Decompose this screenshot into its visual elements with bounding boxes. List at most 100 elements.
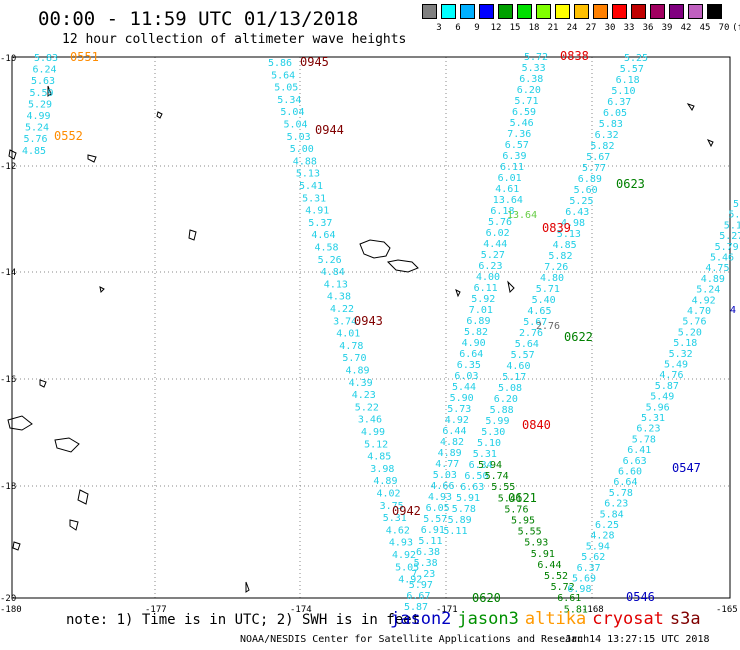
wave-height-value: 5.69 [572, 574, 596, 585]
map-title: 00:00 - 11:59 UTC 01/13/2018 [38, 8, 359, 30]
wave-height-value: 5.94 [478, 460, 502, 471]
wave-height-value: 4.58 [315, 243, 339, 254]
wave-height-value: 5.93 [524, 538, 548, 549]
y-tick-label: -14 [0, 268, 16, 278]
wave-height-value: 7.01 [469, 305, 493, 316]
wave-height-value: 5.60 [574, 185, 598, 196]
wave-height-value: 6.20 [494, 394, 518, 405]
wave-height-value: 6.64 [613, 477, 637, 488]
wave-height-value: 4.89 [438, 448, 462, 459]
wave-height-value: 5.64 [515, 339, 539, 350]
colorbar-swatch [555, 4, 570, 19]
wave-height-value: 4.92 [398, 575, 422, 586]
colorbar-label: 18 [528, 23, 540, 33]
y-tick-label: -10 [0, 54, 16, 64]
wave-height-value: 4.00 [476, 272, 500, 283]
satellite-legend: jason2 jason3 altika cryosat s3a [390, 609, 707, 629]
wave-height-value: 6.25 [595, 520, 619, 531]
wave-height-value: 5.57 [423, 514, 447, 525]
wave-height-value: 5.31 [641, 413, 665, 424]
wave-height-value: 5.05 [274, 83, 298, 94]
wave-height-value: 5.87 [655, 381, 679, 392]
wave-height-value: 6.37 [577, 563, 601, 574]
wave-height-value: 4.01 [336, 329, 360, 340]
wave-height-value: 5.67 [586, 152, 610, 163]
colorbar-label: 24 [566, 23, 578, 33]
colorbar-swatch [479, 4, 494, 19]
wave-height-value: 5.63 [31, 76, 55, 87]
wave-height-value: 4.61 [495, 184, 519, 195]
wave-height-value: 4.39 [349, 378, 373, 389]
wave-height-value: 6.60 [618, 467, 642, 478]
wave-height-value: 5.24 [25, 123, 49, 134]
wave-height-value: 5.78 [452, 504, 476, 515]
wave-height-value: 7.36 [507, 129, 531, 140]
track-jason3_b: 5.945.745.555.415.765.955.555.935.916.44… [478, 460, 588, 615]
wave-height-value: 4.28 [590, 531, 614, 542]
colorbar-swatch [631, 4, 646, 19]
wave-height-value: 6.89 [578, 174, 602, 185]
track-id-label: 0623 [616, 177, 645, 191]
track-id-label: 0944 [315, 123, 344, 137]
wave-height-value: 5.41 [498, 493, 522, 504]
wave-height-value: 5.24 [696, 285, 720, 296]
wave-height-value: 13.64 [493, 195, 523, 206]
wave-height-value: 4.85 [553, 240, 577, 251]
wave-height-value: 5.72 [551, 582, 575, 593]
track-id-label: 0945 [300, 55, 329, 69]
wave-height-value: 4.80 [540, 273, 564, 284]
wave-height-value: 5.18 [673, 338, 697, 349]
colorbar-swatch [498, 4, 513, 19]
wave-height-value: 4.75 [705, 263, 729, 274]
wave-height-value: 5.03 [433, 470, 457, 481]
wave-height-value: 6.59 [512, 107, 536, 118]
wave-height-value: 5.20 [678, 327, 702, 338]
wave-height-value: 5.94 [586, 541, 610, 552]
wave-height-value: 5.04 [280, 107, 304, 118]
wave-height-value: 5.12 [364, 439, 388, 450]
wave-height-value: 5.27 [719, 231, 740, 242]
colorbar-swatch [422, 4, 437, 19]
colorbar-swatch [441, 4, 456, 19]
wave-height-value: 5.84 [600, 509, 624, 520]
wave-height-value: 5.05 [395, 562, 419, 573]
wave-height-value: 4.84 [321, 267, 345, 278]
wave-height-value: 4.99 [27, 111, 51, 122]
wave-height-value: 4.64 [311, 230, 335, 241]
wave-height-value: 6.37 [607, 97, 631, 108]
wave-height-value: 5.91 [456, 493, 480, 504]
track-jason2_e: 5.055.185.135.275.795.464.754.895.244.92… [567, 199, 740, 595]
wave-height-value: 6.18 [616, 75, 640, 86]
x-tick-label: -180 [0, 605, 22, 615]
wave-height-value: 6.61 [557, 593, 581, 604]
wave-height-value: 5.59 [30, 88, 54, 99]
wave-height-value: 5.57 [620, 64, 644, 75]
wave-height-value: 6.32 [595, 130, 619, 141]
wave-height-value: 5.25 [624, 53, 648, 64]
colorbar-label: 12 [490, 23, 502, 33]
wave-height-value: 5.57 [511, 350, 535, 361]
x-tick-label: -171 [436, 605, 458, 615]
wave-height-value: 5.83 [599, 119, 623, 130]
wave-height-value: 4.92 [692, 295, 716, 306]
wave-height-value: 5.34 [277, 95, 301, 106]
colorbar-label: 39 [661, 23, 673, 33]
legend-altika: altika [524, 609, 587, 629]
wave-height-value: 5.91 [531, 549, 555, 560]
wave-height-value: 4.88 [293, 156, 317, 167]
wave-height-value: 6.23 [604, 499, 628, 510]
track-s3a_a: 5.725.336.386.205.716.595.467.366.576.39… [404, 52, 548, 613]
track-id-label: 0838 [560, 49, 589, 63]
wave-height-value: 4.85 [22, 146, 46, 157]
x-tick-label: -174 [290, 605, 312, 615]
wave-height-value: 6.05 [603, 108, 627, 119]
wave-height-value: 5.37 [308, 218, 332, 229]
track-id-label: 0942 [392, 504, 421, 518]
wave-height-value: 5.25 [569, 196, 593, 207]
wave-height-value: 4.65 [527, 306, 551, 317]
wave-height-value: 3.75 [380, 501, 404, 512]
highlight-value: 13.64 [507, 210, 537, 221]
wave-height-value: 6.11 [500, 162, 524, 173]
island-outlines [7, 85, 714, 593]
wave-height-value: 5.13 [557, 229, 581, 240]
